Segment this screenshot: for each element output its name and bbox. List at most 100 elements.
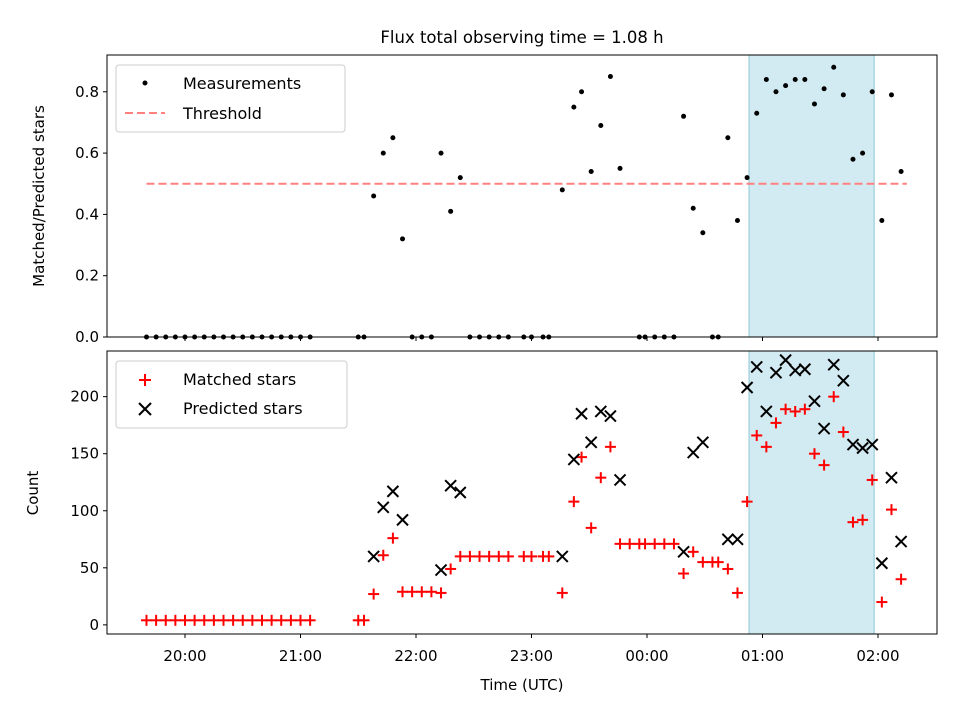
legend-measurements-marker [142, 80, 148, 86]
matched-star-point [837, 426, 849, 438]
matched-star-point [179, 614, 191, 626]
matched-star-point [678, 568, 690, 580]
x-axis-label: Time (UTC) [480, 676, 564, 694]
predicted-star-point [556, 550, 569, 563]
matched-star-point [227, 614, 239, 626]
predicted-star-point [677, 545, 690, 559]
measurement-point [754, 110, 760, 116]
matched-star-point [668, 538, 680, 550]
matched-star-point [543, 550, 555, 562]
matched-star-point [416, 586, 428, 598]
matched-star-point [751, 429, 763, 441]
measurement-point [888, 92, 894, 98]
matched-star-point [595, 472, 607, 484]
y-tick-label: 0.8 [75, 83, 99, 101]
measurement-point [598, 123, 604, 128]
matched-star-point [847, 516, 859, 528]
measurement-point [457, 175, 463, 181]
matched-star-point [789, 405, 801, 417]
predicted-star-point [396, 513, 409, 527]
measurement-point [802, 77, 808, 83]
matched-star-point [818, 459, 830, 471]
matched-star-point [295, 614, 306, 626]
matched-star-point [502, 550, 514, 562]
top-x-ticks [184, 337, 879, 341]
y-tick-label: 0.4 [75, 205, 99, 223]
matched-star-point [568, 496, 580, 508]
top-y-axis: 0.0 0.2 0.4 0.6 0.8 [75, 83, 107, 346]
predicted-star-point [846, 438, 860, 451]
predicted-star-point [856, 441, 869, 455]
matched-star-point [828, 391, 840, 403]
predicted-star-point [837, 374, 850, 387]
predicted-star-point [721, 533, 735, 546]
predicted-star-point [779, 353, 792, 367]
predicted-star-point [894, 535, 908, 548]
predicted-star-point [434, 563, 448, 577]
matched-star-point [169, 614, 181, 626]
predicted-star-point [750, 360, 763, 374]
observing-window-band [748, 350, 875, 635]
measurement-point [571, 104, 577, 110]
matched-star-point [876, 596, 888, 608]
predicted-star-point [377, 501, 390, 514]
measurement-point [438, 150, 444, 156]
measurement-point [559, 187, 565, 193]
x-tick-label: 23:00 [510, 647, 553, 665]
measurement-point [681, 113, 687, 119]
measurement-point [792, 77, 798, 83]
matched-star-point [624, 538, 636, 550]
x-tick-label: 22:00 [394, 647, 437, 665]
x-tick-label: 02:00 [856, 647, 899, 665]
matched-star-point [604, 441, 616, 453]
bottom-axes-frame [106, 350, 938, 635]
y-tick-label: 150 [70, 445, 99, 463]
measurement-point [783, 83, 789, 89]
measurement-point [898, 168, 904, 174]
matched-star-point [731, 587, 743, 599]
y-tick-label: 200 [70, 388, 99, 406]
predicted-star-point [827, 358, 840, 371]
matched-stars-points [141, 391, 907, 626]
y-tick-label: 0 [89, 616, 99, 634]
matched-star-point [464, 550, 476, 562]
matched-star-point [741, 496, 753, 508]
top-panel: 0.00.20.40.60.8 Matched/Predicted stars … [30, 54, 938, 346]
matched-star-point [866, 474, 878, 486]
y-tick-label: 0.0 [75, 328, 99, 346]
matched-star-point [649, 538, 661, 550]
predicted-star-point [866, 438, 879, 451]
matched-star-point [454, 550, 466, 562]
predicted-star-point [686, 446, 700, 459]
matched-star-point [275, 614, 287, 626]
measurement-point [690, 205, 696, 211]
matched-star-point [141, 614, 152, 626]
bottom-x-axis: 20:00 21:00 22:00 23:00 00:00 01:00 02:00 [163, 634, 900, 665]
matched-star-point [304, 614, 316, 626]
legend-predicted-marker [138, 402, 152, 416]
chart-title: Flux total observing time = 1.08 h [380, 28, 663, 47]
measurement-point [879, 218, 885, 224]
top-axes-frame [106, 54, 938, 338]
measurement-point [773, 89, 779, 95]
matched-star-point [760, 441, 772, 453]
predicted-star-point [567, 453, 581, 466]
matched-star-point [770, 417, 782, 429]
matched-star-point [435, 587, 447, 599]
measurement-point [579, 89, 585, 95]
predicted-star-point [740, 381, 754, 394]
matched-star-point [780, 403, 792, 415]
matched-star-point [895, 573, 907, 585]
matched-star-point [712, 556, 724, 568]
matched-star-point [256, 614, 268, 626]
legend-measurements-label: Measurements [183, 74, 301, 93]
y-tick-label: 0.2 [75, 267, 99, 285]
measurement-point [700, 230, 706, 236]
matched-star-point [218, 614, 229, 626]
matched-star-point [885, 504, 897, 516]
matched-star-point [377, 549, 389, 561]
predicted-star-point [798, 363, 812, 376]
measurements-points [144, 64, 904, 340]
predicted-star-point [444, 479, 457, 492]
predicted-star-point [454, 486, 467, 499]
